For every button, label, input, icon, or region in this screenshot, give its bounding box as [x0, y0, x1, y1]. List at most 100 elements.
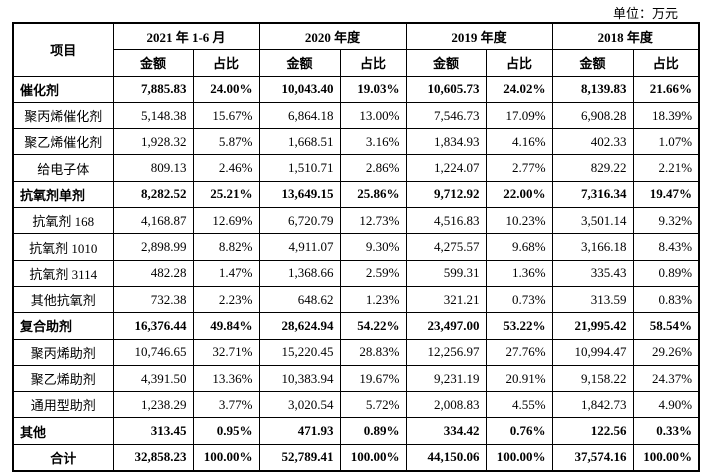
- table-cell: 10,746.65: [112, 338, 194, 366]
- table-cell: 28,624.94: [258, 312, 341, 340]
- table-cell: 24.00%: [192, 75, 260, 103]
- table-row: 合计 32,858.23 100.00% 52,789.41 100.00% 44,150…: [12, 443, 700, 472]
- subheader-cell: 金额: [405, 49, 487, 77]
- table-cell: 471.93: [258, 417, 341, 445]
- table-cell: 1.23%: [339, 285, 407, 314]
- table-cell: 8,282.52: [112, 180, 194, 209]
- table-cell: 15,220.45: [258, 338, 341, 366]
- subheader-cell: 占比: [632, 49, 700, 77]
- row-label: 复合助剂: [12, 312, 114, 340]
- table-cell: 8.43%: [632, 233, 700, 261]
- table-cell: 3.16%: [339, 128, 407, 156]
- table-cell: 334.42: [405, 417, 487, 445]
- table-cell: 2.23%: [192, 285, 260, 314]
- table-cell: 13.00%: [339, 101, 407, 130]
- table-cell: 28.83%: [339, 338, 407, 366]
- table-cell: 23,497.00: [405, 312, 487, 340]
- table-cell: 1.36%: [485, 259, 553, 287]
- table-cell: 52,789.41: [258, 443, 341, 472]
- row-label: 聚乙烯催化剂: [12, 128, 114, 156]
- table-cell: 1,928.32: [112, 128, 194, 156]
- table-cell: 100.00%: [192, 443, 260, 472]
- table-cell: 648.62: [258, 285, 341, 314]
- table-cell: 37,574.16: [551, 443, 634, 472]
- table-cell: 6,720.79: [258, 207, 341, 235]
- table-cell: 1,510.71: [258, 154, 341, 182]
- table-cell: 10.23%: [485, 207, 553, 235]
- table-cell: 1,238.29: [112, 391, 194, 419]
- table-cell: 1,224.07: [405, 154, 487, 182]
- table-cell: 0.76%: [485, 417, 553, 445]
- period-header: 2019 年度: [405, 22, 553, 51]
- table-cell: 10,383.94: [258, 364, 341, 393]
- subheader-cell: 占比: [485, 49, 553, 77]
- table-row: 聚乙烯助剂 4,391.50 13.36% 10,383.94 19.67% 9,231.…: [12, 364, 700, 393]
- table-cell: 2,008.83: [405, 391, 487, 419]
- subheader-row: 金额 占比 金额 占比 金额 占比 金额 占比: [13, 49, 700, 77]
- table-cell: 599.31: [405, 259, 487, 287]
- header-row: 项目 2021 年 1-6 月 2020 年度 2019 年度 2018 年度: [12, 22, 700, 77]
- table-cell: 17.09%: [485, 101, 553, 130]
- table-head: 项目 2021 年 1-6 月 2020 年度 2019 年度 2018 年度 金额 占比金…: [12, 22, 700, 77]
- table-row: 抗氧剂 3114 482.28 1.47% 1,368.66 2.59% 599.31 1.…: [12, 259, 700, 287]
- table-cell: 0.95%: [192, 417, 260, 445]
- table-row: 通用型助剂 1,238.29 3.77% 3,020.54 5.72% 2,008.83 4…: [12, 391, 700, 419]
- table-cell: 2.77%: [485, 154, 553, 182]
- table-cell: 8,139.83: [551, 75, 634, 103]
- period-header: 2021 年 1-6 月: [112, 22, 260, 51]
- table-body: 催化剂 7,885.83 24.00% 10,043.40 19.03% 10,605.7…: [12, 75, 700, 472]
- table-cell: 2.21%: [632, 154, 700, 182]
- table-cell: 10,994.47: [551, 338, 634, 366]
- table-row: 聚乙烯催化剂 1,928.32 5.87% 1,668.51 3.16% 1,834.93…: [12, 128, 700, 156]
- header-cell: 项目: [12, 22, 114, 77]
- table-cell: 0.33%: [632, 417, 700, 445]
- row-label: 聚乙烯助剂: [12, 364, 114, 393]
- table-cell: 0.73%: [485, 285, 553, 314]
- table-cell: 25.21%: [192, 180, 260, 209]
- subheader-cell: 占比: [339, 49, 407, 77]
- table-cell: 2.86%: [339, 154, 407, 182]
- table-cell: 829.22: [551, 154, 634, 182]
- row-label: 其他: [12, 417, 114, 445]
- table-cell: 0.89%: [632, 259, 700, 287]
- table-cell: 7,885.83: [112, 75, 194, 103]
- table-cell: 4,391.50: [112, 364, 194, 393]
- table-cell: 100.00%: [339, 443, 407, 472]
- table-cell: 54.22%: [339, 312, 407, 340]
- table-cell: 335.43: [551, 259, 634, 287]
- table-cell: 313.45: [112, 417, 194, 445]
- table-cell: 8.82%: [192, 233, 260, 261]
- table-cell: 4,275.57: [405, 233, 487, 261]
- table-cell: 53.22%: [485, 312, 553, 340]
- table-cell: 44,150.06: [405, 443, 487, 472]
- table-cell: 1,842.73: [551, 391, 634, 419]
- row-label: 催化剂: [12, 75, 114, 103]
- table-cell: 2,898.99: [112, 233, 194, 261]
- table-cell: 4.55%: [485, 391, 553, 419]
- table-cell: 9.32%: [632, 207, 700, 235]
- table-cell: 1,834.93: [405, 128, 487, 156]
- row-label: 抗氧剂 1010: [12, 233, 114, 261]
- table-row: 催化剂 7,885.83 24.00% 10,043.40 19.03% 10,605.7…: [12, 75, 700, 103]
- table-cell: 122.56: [551, 417, 634, 445]
- table-cell: 10,605.73: [405, 75, 487, 103]
- table-cell: 20.91%: [485, 364, 553, 393]
- table-cell: 29.26%: [632, 338, 700, 366]
- table-cell: 4,911.07: [258, 233, 341, 261]
- table-cell: 3,166.18: [551, 233, 634, 261]
- table-row: 聚丙烯催化剂 5,148.38 15.67% 6,864.18 13.00% 7,546.…: [12, 101, 700, 130]
- table-cell: 1.47%: [192, 259, 260, 287]
- data-table: 项目 2021 年 1-6 月 2020 年度 2019 年度 2018 年度 金额 占比金…: [12, 22, 701, 473]
- row-label: 通用型助剂: [12, 391, 114, 419]
- table-cell: 9.30%: [339, 233, 407, 261]
- table-cell: 313.59: [551, 285, 634, 314]
- table-cell: 6,864.18: [258, 101, 341, 130]
- subheader-cell: 占比: [192, 49, 260, 77]
- table-cell: 32,858.23: [112, 443, 194, 472]
- table-cell: 25.86%: [339, 180, 407, 209]
- table-cell: 3,501.14: [551, 207, 634, 235]
- unit-note: 单位：万元: [612, 6, 678, 21]
- table-cell: 24.02%: [485, 75, 553, 103]
- table-row: 其他抗氧剂 732.38 2.23% 648.62 1.23% 321.21 0.73% 31…: [12, 285, 700, 314]
